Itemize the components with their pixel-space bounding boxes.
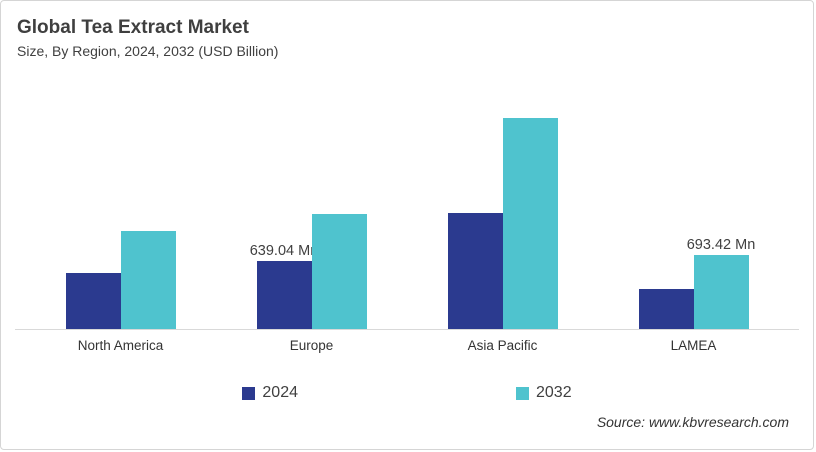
legend-swatch-2024 xyxy=(242,386,256,400)
chart-subtitle: Size, By Region, 2024, 2032 (USD Billion… xyxy=(17,43,279,59)
chart-title: Global Tea Extract Market xyxy=(17,17,249,38)
legend: 2024 2032 xyxy=(1,384,813,402)
bar-2032-europe xyxy=(311,214,367,329)
category-label: Asia Pacific xyxy=(467,338,538,353)
data-label: 639.04 Mn xyxy=(249,243,319,259)
legend-swatch-2032 xyxy=(516,386,529,400)
bar-2032-asia-pacific xyxy=(502,118,558,329)
bar-2024-north-america xyxy=(65,273,121,329)
legend-item-2032: 2032 xyxy=(516,384,572,402)
legend-label-2024: 2024 xyxy=(262,384,298,401)
category-label: LAMEA xyxy=(670,338,717,353)
chart-header: Global Tea Extract Market Size, By Regio… xyxy=(1,1,813,61)
bar-group-north-america xyxy=(25,91,216,329)
category-label: North America xyxy=(77,338,164,353)
legend-label-2032: 2032 xyxy=(536,384,572,401)
bar-group-asia-pacific xyxy=(407,91,598,329)
category-axis: North America Europe Asia Pacific LAMEA xyxy=(15,336,799,356)
bar-2024-lamea xyxy=(638,289,694,329)
bar-2032-north-america xyxy=(120,231,176,329)
category-label: Europe xyxy=(289,338,334,353)
bar-group-lamea: 693.42 Mn xyxy=(598,91,789,329)
legend-item-2024: 2024 xyxy=(242,384,298,402)
data-label: 693.42 Mn xyxy=(686,237,756,253)
plot-area: 639.04 Mn 693.42 Mn xyxy=(15,91,799,330)
bar-2024-europe: 639.04 Mn xyxy=(250,243,318,329)
bar-group-europe: 639.04 Mn xyxy=(216,91,407,329)
bar-2032-lamea: 693.42 Mn xyxy=(687,237,755,329)
source-attribution: Source: www.kbvresearch.com xyxy=(596,414,789,430)
bar-2024-asia-pacific xyxy=(447,213,503,329)
